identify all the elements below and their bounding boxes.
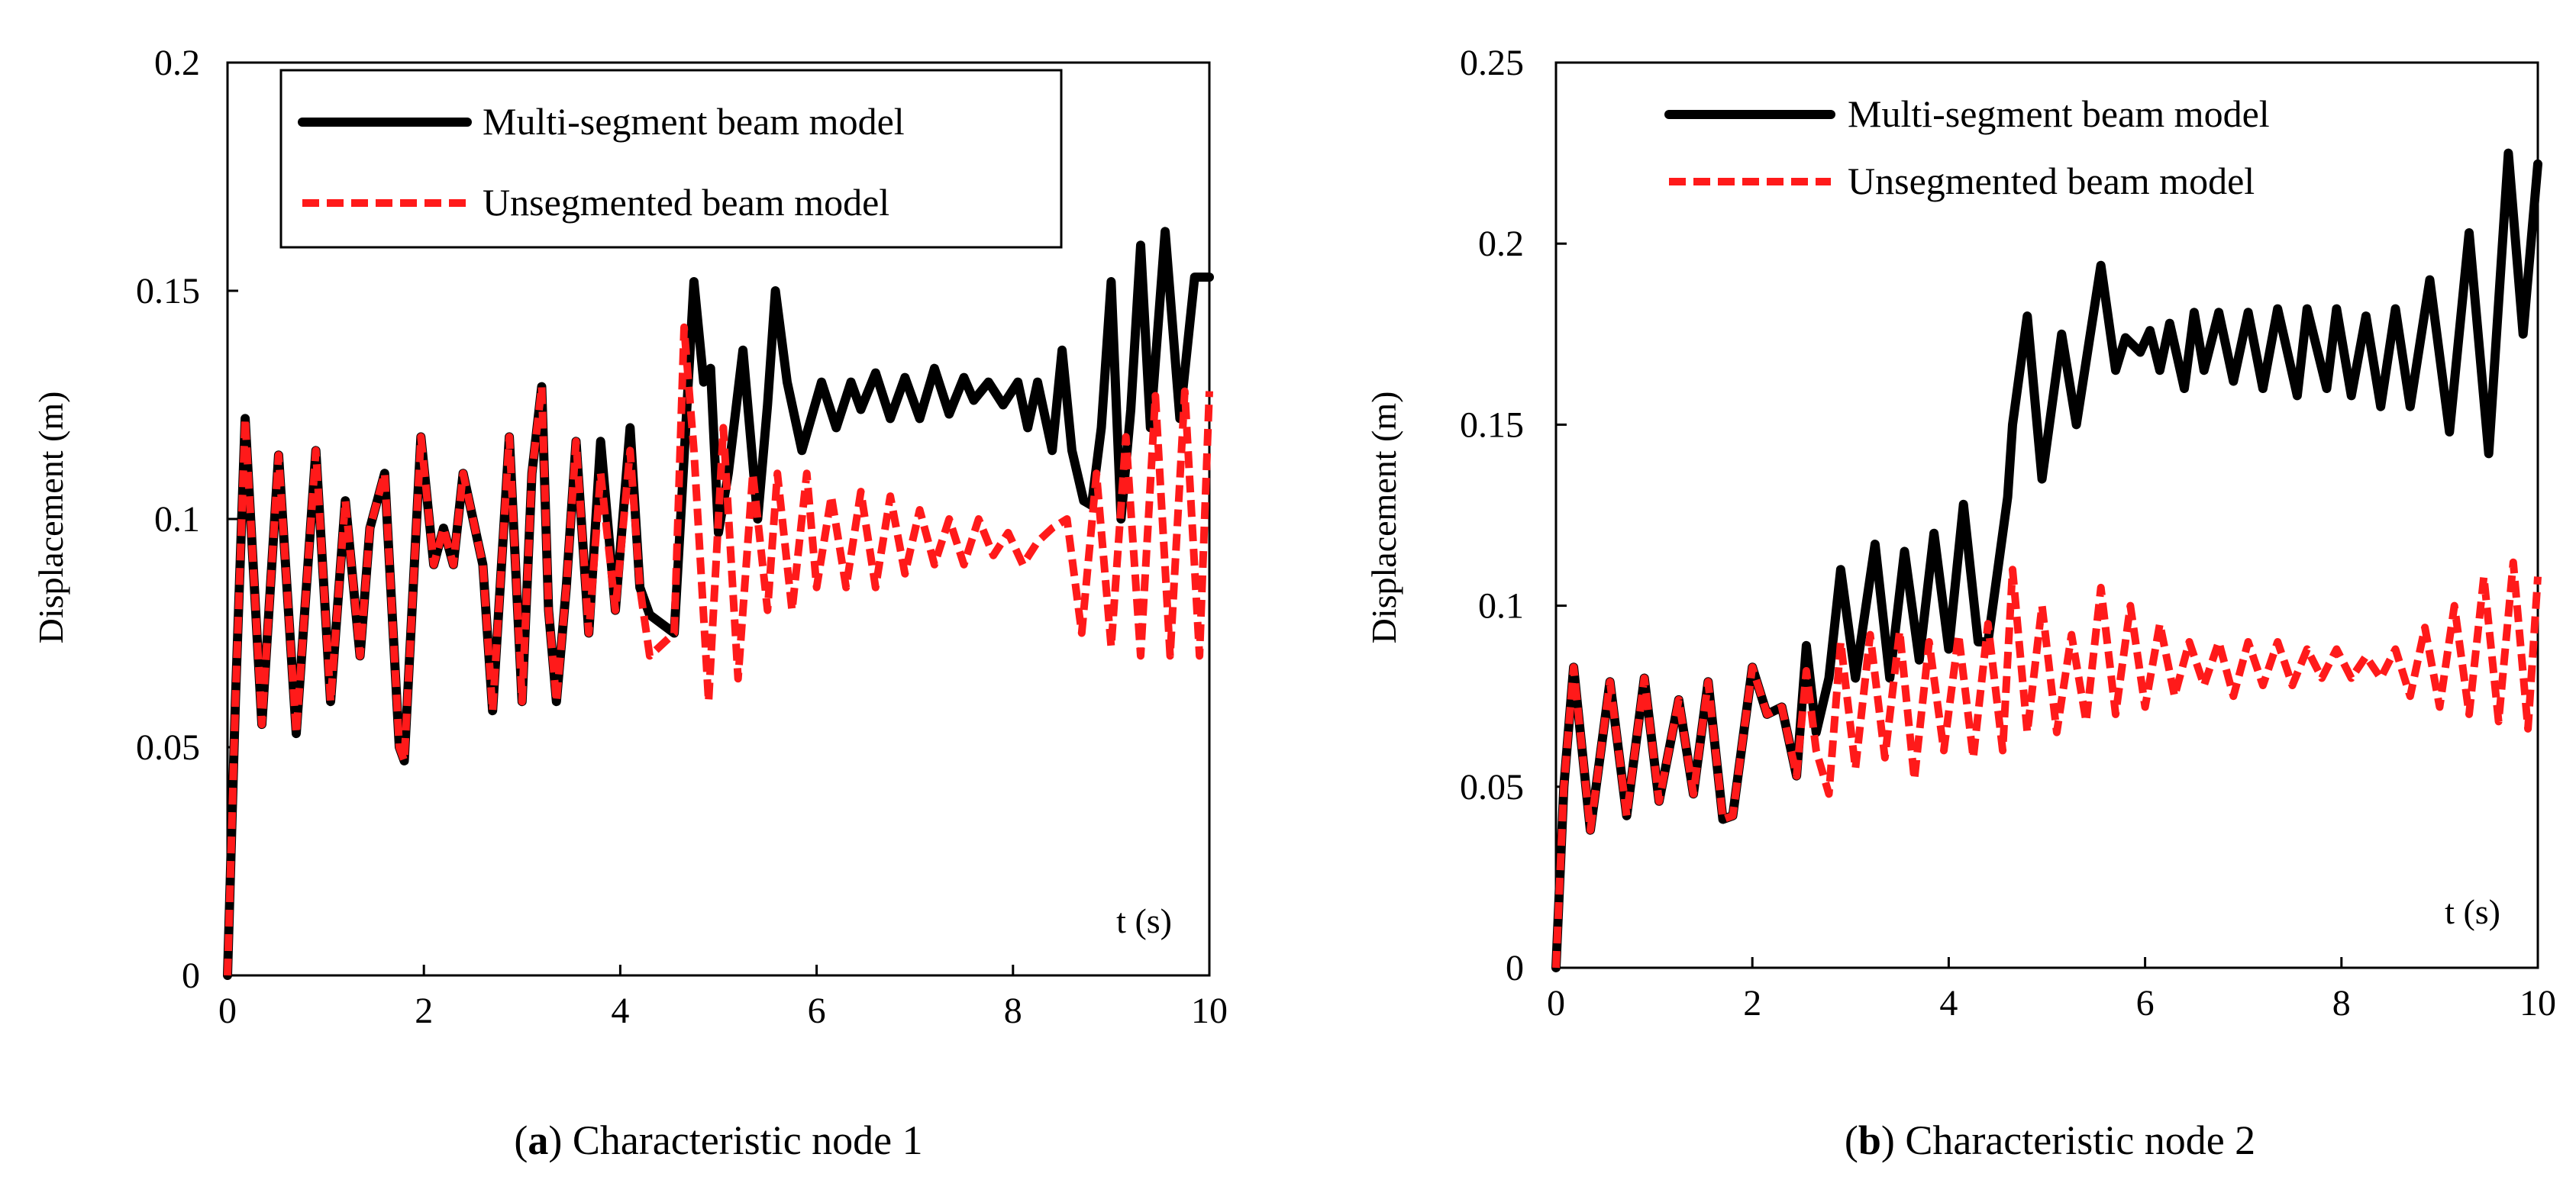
series-line-multi-b <box>1551 148 2542 972</box>
x-axis-label-a: t (s) <box>1116 901 1172 940</box>
legend-label-unseg-a: Unsegmented beam model <box>483 181 889 224</box>
legend-label-multi-a: Multi-segment beam model <box>483 100 905 143</box>
y-tick-label-a: 0 <box>182 956 200 996</box>
caption-open-a: ( <box>514 1117 528 1163</box>
legend-label-multi-b: Multi-segment beam model <box>1848 92 2270 135</box>
y-tick-label-b: 0.05 <box>1460 767 1524 807</box>
legend-b: Multi-segment beam model Unsegmented bea… <box>1664 92 2270 202</box>
x-tick-label-a: 0 <box>218 991 237 1031</box>
y-axis-label-b: Displacement (m) <box>1364 392 1403 644</box>
y-tick-label-b: 0.1 <box>1478 586 1524 627</box>
caption-text-a: Characteristic node 1 <box>562 1117 922 1163</box>
x-tick-label-b: 6 <box>2136 983 2155 1023</box>
y-axis-ticks-b: 0 0.05 0.1 0.15 0.2 0.25 <box>1460 43 1567 988</box>
caption-open-b: ( <box>1845 1117 1858 1163</box>
x-axis-ticks-b: 0 2 4 6 8 10 <box>1547 957 2556 1023</box>
y-tick-label-a: 0.1 <box>154 499 200 540</box>
series-layer-b <box>1551 148 2542 972</box>
x-tick-label-a: 2 <box>415 991 433 1031</box>
caption-close-a: ) <box>548 1117 562 1163</box>
y-tick-label-a: 0.05 <box>136 727 200 768</box>
x-tick-label-a: 10 <box>1191 991 1228 1031</box>
x-tick-label-b: 8 <box>2332 983 2351 1023</box>
x-tick-label-b: 10 <box>2520 983 2556 1023</box>
caption-text-b: Characteristic node 2 <box>1895 1117 2255 1163</box>
chart-panel-b: 0 0.05 0.1 0.15 0.2 0.25 0 2 4 6 8 10 Displacement… <box>1364 43 2556 1163</box>
y-tick-label-b: 0 <box>1506 948 1524 988</box>
x-axis-ticks-a: 0 2 4 6 8 10 <box>218 965 1228 1031</box>
x-tick-label-a: 8 <box>1004 991 1022 1031</box>
y-axis-label-a: Displacement (m) <box>31 392 70 644</box>
y-axis-ticks-a: 0 0.05 0.1 0.15 0.2 <box>136 43 238 996</box>
y-tick-label-a: 0.15 <box>136 271 200 311</box>
series-line-unseg-b <box>1552 558 2542 969</box>
x-tick-label-b: 0 <box>1547 983 1565 1023</box>
y-tick-label-b: 0.2 <box>1478 224 1524 264</box>
plot-frame-b <box>1554 61 2539 969</box>
x-tick-label-a: 4 <box>611 991 629 1031</box>
caption-a: (a) Characteristic node 1 <box>514 1117 922 1163</box>
x-tick-label-b: 2 <box>1743 983 1761 1023</box>
caption-letter-b: b <box>1858 1117 1881 1163</box>
legend-box-a <box>279 69 1063 249</box>
legend-a: Multi-segment beam model Unsegmented bea… <box>279 69 1063 249</box>
y-tick-label-b: 0.15 <box>1460 405 1524 445</box>
legend-label-unseg-b: Unsegmented beam model <box>1848 160 2255 202</box>
caption-b: (b) Characteristic node 2 <box>1845 1117 2255 1163</box>
x-tick-label-a: 6 <box>808 991 826 1031</box>
series-line-unseg-a <box>224 323 1213 976</box>
caption-letter-a: a <box>528 1117 548 1163</box>
y-tick-label-a: 0.2 <box>154 43 200 83</box>
caption-close-b: ) <box>1881 1117 1895 1163</box>
chart-panel-a: 0 0.05 0.1 0.15 0.2 0 2 4 6 8 10 Displacement (m)… <box>31 43 1228 1163</box>
y-tick-label-b: 0.25 <box>1460 43 1524 83</box>
x-axis-label-b: t (s) <box>2445 892 2500 931</box>
series-layer-a <box>223 227 1214 980</box>
series-line-multi-a <box>223 227 1214 980</box>
x-tick-label-b: 4 <box>1939 983 1958 1023</box>
